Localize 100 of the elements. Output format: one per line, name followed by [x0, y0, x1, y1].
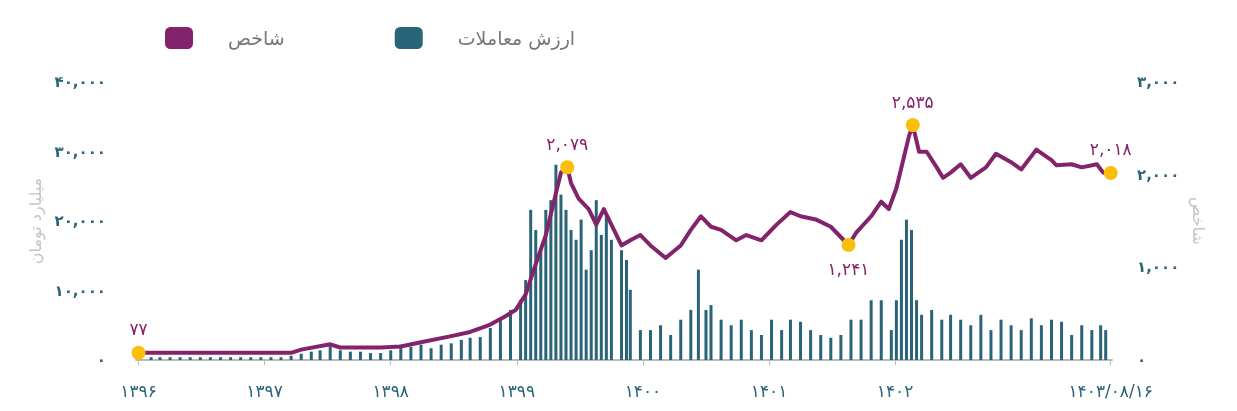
bar	[859, 319, 863, 360]
data-label: ۲,۵۳۵	[891, 91, 934, 112]
bar	[599, 234, 603, 360]
bar	[279, 357, 283, 360]
bar	[178, 357, 182, 360]
bar	[704, 309, 708, 360]
bar	[638, 330, 642, 360]
bar	[569, 230, 573, 360]
bar	[158, 357, 162, 360]
bar	[1104, 330, 1108, 360]
bar	[594, 200, 598, 360]
bar	[625, 259, 629, 360]
x-tick-label: ۱۴۰۳/۰۸/۱۶	[1068, 380, 1153, 401]
y2-axis-title: شاخص	[1187, 197, 1208, 245]
bar	[969, 325, 973, 360]
bar	[894, 300, 898, 360]
bar	[1019, 330, 1023, 360]
bar	[788, 319, 792, 360]
bar	[309, 351, 313, 360]
bar	[574, 239, 578, 360]
bar	[839, 334, 843, 360]
data-label: ۲,۰۷۹	[546, 133, 589, 154]
x-tick-label: ۱۳۹۸	[372, 380, 409, 401]
bar	[770, 319, 774, 360]
bar	[979, 314, 983, 360]
bar	[689, 309, 693, 360]
bar	[1090, 330, 1094, 360]
bar	[1060, 321, 1064, 360]
bar	[229, 357, 233, 360]
y2-tick-label: ۲,۰۰۰	[1137, 165, 1180, 184]
bar	[149, 357, 153, 360]
bar	[559, 194, 563, 360]
bar	[299, 353, 303, 360]
bar	[915, 300, 919, 360]
bar	[488, 328, 492, 360]
bar	[449, 343, 453, 360]
bar	[1009, 325, 1013, 360]
bar	[940, 319, 944, 360]
bar	[409, 346, 413, 360]
bar	[780, 330, 784, 360]
bar	[930, 309, 934, 360]
bar	[619, 250, 623, 360]
bar	[1080, 325, 1084, 360]
bar	[1070, 334, 1074, 360]
bar	[259, 357, 263, 360]
x-tick-label: ۱۳۹۶	[120, 380, 157, 401]
x-tick-label: ۱۴۰۲	[876, 380, 914, 401]
bar	[849, 319, 853, 360]
bar	[1049, 319, 1053, 360]
x-tick-label: ۱۳۹۷	[246, 380, 283, 401]
bar	[679, 319, 683, 360]
bar	[899, 239, 903, 360]
bar	[904, 219, 908, 360]
bar	[659, 325, 663, 360]
y2-tick-label: ۱,۰۰۰	[1137, 258, 1180, 277]
bar	[879, 300, 883, 360]
bar	[459, 339, 463, 360]
bar	[564, 209, 568, 360]
bar	[999, 319, 1003, 360]
bar	[749, 330, 753, 360]
bar	[338, 350, 342, 360]
bar	[809, 330, 813, 360]
y2-tick-label: ۰	[1137, 351, 1147, 369]
bar	[419, 344, 423, 360]
bar	[719, 319, 723, 360]
bar	[534, 230, 538, 360]
bar	[168, 357, 172, 360]
bar	[358, 351, 362, 360]
bar	[584, 269, 588, 360]
bar	[819, 334, 823, 360]
bar	[239, 357, 243, 360]
bar	[369, 353, 373, 360]
bar	[249, 357, 253, 360]
x-tick-label: ۱۴۰۱	[750, 380, 788, 401]
bar	[1029, 318, 1033, 360]
bar	[959, 319, 963, 360]
bar	[318, 350, 322, 360]
bar	[198, 357, 202, 360]
y-tick-label: ۴۰,۰۰۰	[54, 73, 106, 91]
bar	[439, 344, 443, 360]
bar	[759, 334, 763, 360]
bar	[609, 239, 613, 360]
bar	[468, 337, 472, 360]
x-tick-label: ۱۴۰۰	[624, 380, 662, 401]
bar	[348, 351, 352, 360]
bar	[604, 214, 608, 360]
bar	[429, 348, 433, 360]
bar	[509, 309, 513, 360]
data-label: ۲,۰۱۸	[1089, 139, 1132, 160]
y-axis-title: میلیارد تومان	[26, 177, 47, 265]
y-tick-label: ۳۰,۰۰۰	[54, 142, 106, 161]
bar	[910, 230, 913, 360]
legend-label: شاخص	[228, 27, 285, 50]
bar	[869, 300, 873, 360]
y-tick-label: ۲۰,۰۰۰	[54, 212, 106, 230]
bar	[989, 330, 993, 360]
bar	[544, 209, 548, 360]
bar	[208, 357, 212, 360]
bar	[554, 164, 558, 360]
bar	[920, 314, 924, 360]
